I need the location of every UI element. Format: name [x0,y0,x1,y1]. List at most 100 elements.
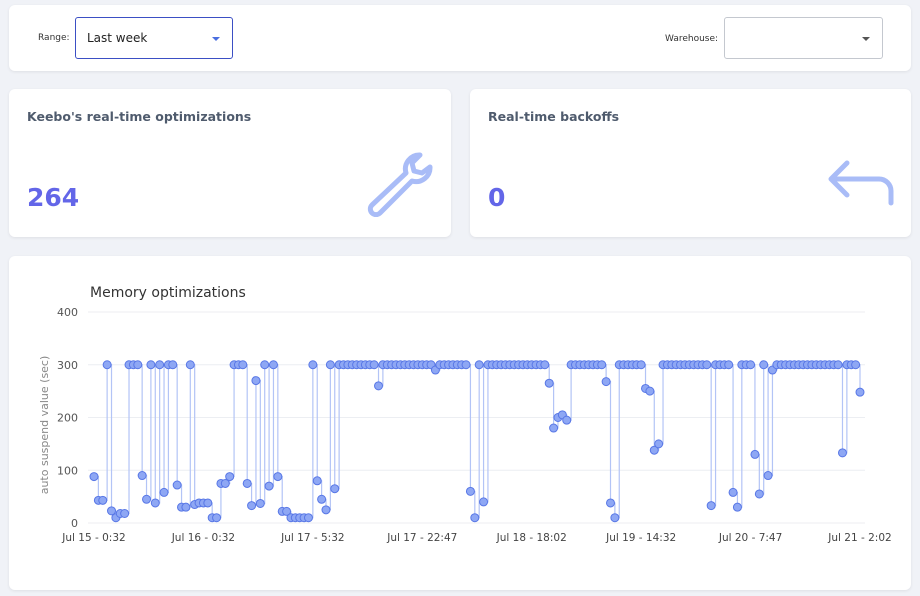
point [763,471,773,481]
point [746,360,756,370]
x-tick-label: Jul 19 - 14:32 [605,532,676,544]
point [225,472,235,482]
point [465,486,475,496]
point [754,489,764,499]
point [461,360,471,370]
point [732,502,742,512]
point [220,478,230,488]
point [330,484,340,494]
filter-bar: Range: Last week Warehouse: [9,5,911,71]
point [728,487,738,497]
point [264,481,274,491]
point [212,513,222,523]
card: Real-time backoffs 0 [470,89,911,237]
point [474,360,484,370]
point [544,378,554,388]
step-line [94,364,861,519]
point [562,415,572,425]
point [142,494,152,504]
point [649,445,659,455]
point [759,360,769,370]
x-tick-label: Jul 20 - 7:47 [718,532,782,544]
x-tick-label: Jul 17 - 5:32 [280,532,344,544]
point [837,448,847,458]
point [251,376,261,386]
chart: Memory optimizations auto suspend value … [38,285,892,544]
point [185,360,195,370]
point [312,476,322,486]
point [470,513,480,523]
chart-title: Memory optimizations [90,285,246,301]
point [317,494,327,504]
x-tick-label: Jul 16 - 0:32 [171,532,235,544]
range-label: Range: [38,33,70,43]
point [325,360,335,370]
back-icon [828,160,894,206]
warehouse-select[interactable] [724,17,883,59]
point [654,439,664,449]
point [479,497,489,507]
caret [862,37,870,41]
point [242,478,252,488]
x-tick-label: Jul 17 - 22:47 [386,532,457,544]
point [303,513,313,523]
point [150,498,160,508]
point [120,509,130,519]
point [851,360,861,370]
point [282,506,292,516]
point [102,360,112,370]
point [606,498,616,508]
y-tick-label: 0 [71,517,78,530]
point [636,360,646,370]
point [172,480,182,490]
y-tick-label: 400 [57,306,78,319]
point [238,360,248,370]
point [168,360,178,370]
point [597,360,607,370]
point [750,449,760,459]
point [268,360,278,370]
point [645,386,655,396]
point [159,487,169,497]
point [601,377,611,387]
card-title: Keebo's real-time optimizations [27,109,252,124]
point [133,360,143,370]
point [855,387,865,397]
point [260,360,270,370]
wrench-icon [367,152,433,217]
y-axis-label: auto suspend value (sec) [38,356,51,495]
point [203,498,213,508]
card-value: 0 [488,183,506,212]
range-select[interactable]: Last week [75,17,233,59]
card-title: Real-time backoffs [488,109,620,124]
x-tick-label: Jul 21 - 2:02 [827,532,891,544]
point [247,501,257,511]
point [724,360,734,370]
chart-panel: Memory optimizations auto suspend value … [9,256,911,590]
x-tick-label: Jul 15 - 0:32 [61,532,125,544]
point [369,360,379,370]
y-tick-label: 100 [57,464,78,477]
point [610,513,620,523]
point [181,502,191,512]
caret [212,37,220,41]
point [255,498,265,508]
point [155,360,165,370]
warehouse-label: Warehouse: [665,34,719,44]
point [308,360,318,370]
point [146,360,156,370]
point [321,505,331,515]
point [549,423,559,433]
point [98,495,108,505]
point [702,360,712,370]
y-tick-label: 300 [57,359,78,372]
point [374,381,384,391]
point [137,471,147,481]
point [540,360,550,370]
point [273,472,283,482]
point [706,501,716,511]
x-tick-label: Jul 18 - 18:02 [496,532,567,544]
range-value: Last week [87,31,148,45]
card: Keebo's real-time optimizations 264 [9,89,451,237]
